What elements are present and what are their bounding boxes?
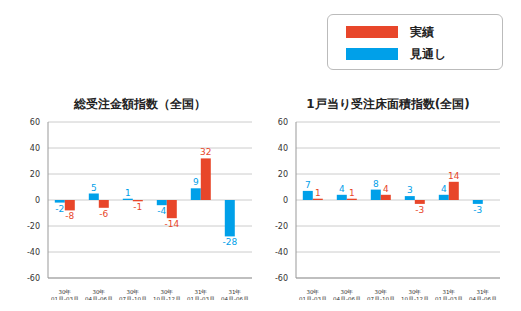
- svg-text:10月-12月: 10月-12月: [401, 296, 429, 300]
- svg-text:-14: -14: [164, 219, 179, 229]
- svg-text:30年: 30年: [307, 289, 320, 295]
- svg-text:-1: -1: [133, 202, 142, 212]
- svg-text:1: 1: [349, 188, 355, 198]
- html-text:1戸当り受注床面積指数(全国): 1戸当り受注床面積指数(全国): [306, 97, 470, 111]
- svg-text:31年: 31年: [443, 289, 456, 295]
- svg-text:-60: -60: [275, 274, 288, 283]
- html-text:実績: 実績: [410, 24, 434, 39]
- html-text:総受注金額指数（全国）: 総受注金額指数（全国）: [74, 97, 206, 111]
- svg-text:1: 1: [125, 188, 131, 198]
- svg-text:60: 60: [278, 118, 288, 127]
- svg-text:04月-06月: 04月-06月: [469, 296, 497, 300]
- svg-text:07月-10月: 07月-10月: [367, 296, 395, 300]
- svg-text:04月-06月: 04月-06月: [85, 296, 113, 300]
- svg-text:30年: 30年: [409, 289, 422, 295]
- svg-text:-20: -20: [275, 222, 288, 231]
- svg-text:01月-03月: 01月-03月: [187, 296, 215, 300]
- svg-text:-40: -40: [275, 248, 288, 257]
- svg-text:-40: -40: [27, 248, 40, 257]
- svg-text:30年: 30年: [161, 289, 174, 295]
- svg-text:1: 1: [315, 188, 321, 198]
- svg-text:10月-12月: 10月-12月: [153, 296, 181, 300]
- svg-text:40: 40: [278, 144, 288, 153]
- svg-text:01月-03月: 01月-03月: [299, 296, 327, 300]
- svg-text:-20: -20: [27, 222, 40, 231]
- svg-text:7: 7: [305, 180, 311, 190]
- svg-text:07月-10月: 07月-10月: [119, 296, 147, 300]
- svg-text:0: 0: [283, 196, 288, 205]
- svg-text:4: 4: [383, 184, 389, 194]
- svg-text:30年: 30年: [341, 289, 354, 295]
- svg-text:-3: -3: [473, 205, 482, 215]
- svg-text:30年: 30年: [59, 289, 72, 295]
- svg-text:04月-06月: 04月-06月: [221, 296, 249, 300]
- svg-text:30年: 30年: [375, 289, 388, 295]
- svg-text:-3: -3: [415, 205, 424, 215]
- svg-text:32: 32: [200, 147, 211, 157]
- svg-text:3: 3: [407, 185, 413, 195]
- svg-text:30年: 30年: [127, 289, 140, 295]
- svg-text:31年: 31年: [195, 289, 208, 295]
- svg-text:20: 20: [30, 170, 40, 179]
- svg-text:-8: -8: [65, 211, 74, 221]
- svg-text:-4: -4: [157, 206, 166, 216]
- svg-text:20: 20: [278, 170, 288, 179]
- svg-text:01月-03月: 01月-03月: [51, 296, 79, 300]
- svg-text:8: 8: [373, 179, 379, 189]
- svg-text:-2: -2: [55, 204, 64, 214]
- svg-text:60: 60: [30, 118, 40, 127]
- svg-text:0: 0: [35, 196, 40, 205]
- svg-text:31年: 31年: [229, 289, 242, 295]
- svg-text:-6: -6: [99, 209, 108, 219]
- svg-text:4: 4: [441, 184, 447, 194]
- html-text:見通し: 見通し: [410, 46, 446, 61]
- svg-text:9: 9: [193, 177, 199, 187]
- svg-text:5: 5: [91, 183, 97, 193]
- svg-text:04月-06月: 04月-06月: [333, 296, 361, 300]
- svg-text:-60: -60: [27, 274, 40, 283]
- svg-text:4: 4: [339, 184, 345, 194]
- svg-text:-28: -28: [222, 237, 237, 247]
- svg-text:01月-03月: 01月-03月: [435, 296, 463, 300]
- svg-text:30年: 30年: [93, 289, 106, 295]
- svg-text:31年: 31年: [477, 289, 490, 295]
- svg-text:40: 40: [30, 144, 40, 153]
- svg-text:14: 14: [448, 171, 460, 181]
